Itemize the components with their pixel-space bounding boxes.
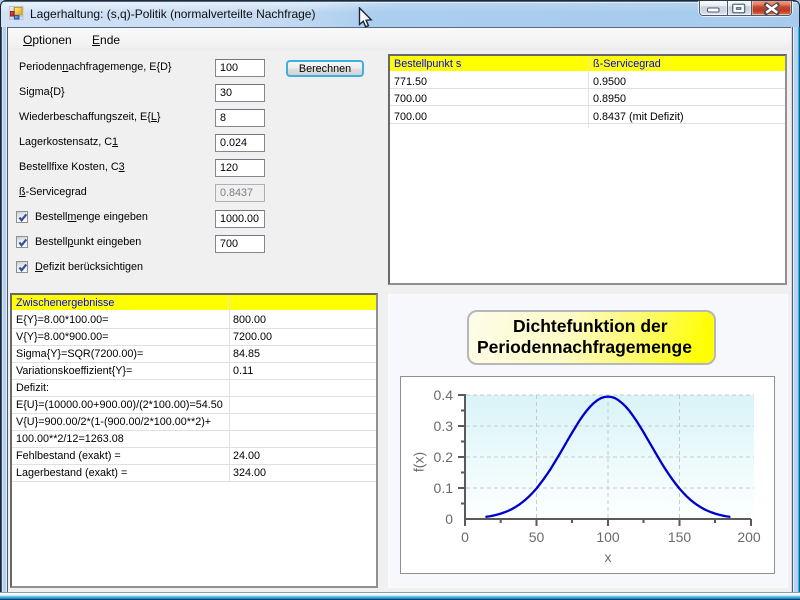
svg-text:50: 50 <box>529 529 545 545</box>
svg-text:200: 200 <box>737 529 761 545</box>
svg-text:0: 0 <box>461 529 469 545</box>
svg-text:0: 0 <box>445 511 453 527</box>
svg-text:0.3: 0.3 <box>434 418 454 434</box>
svg-text:x: x <box>605 549 612 565</box>
svg-text:f(x): f(x) <box>411 452 427 472</box>
svg-text:0.4: 0.4 <box>434 387 454 403</box>
svg-text:0.1: 0.1 <box>434 480 454 496</box>
svg-text:100: 100 <box>596 529 620 545</box>
svg-text:0.2: 0.2 <box>434 449 454 465</box>
svg-text:150: 150 <box>668 529 692 545</box>
